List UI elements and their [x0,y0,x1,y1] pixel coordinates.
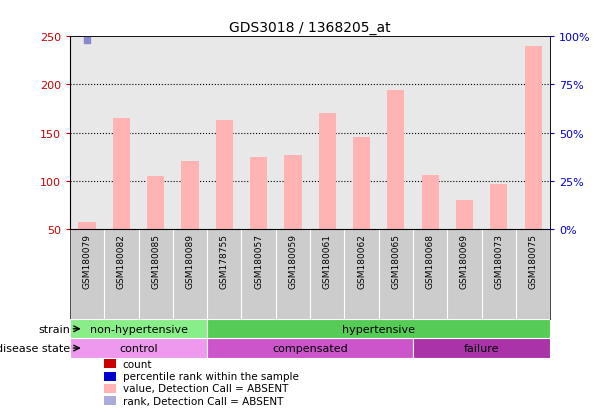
Bar [181,162,199,229]
Point [82,38,92,44]
Bar [103,372,116,381]
Text: GSM180062: GSM180062 [357,234,366,289]
Text: GSM180089: GSM180089 [185,234,195,289]
Bar [525,47,542,229]
Text: GSM180057: GSM180057 [254,234,263,289]
Text: count: count [123,359,152,369]
Bar [387,91,404,229]
Bar [70,319,207,339]
Text: GSM178755: GSM178755 [220,234,229,289]
Bar [78,223,95,229]
Text: GSM180085: GSM180085 [151,234,160,289]
Bar [456,200,473,229]
Point [460,19,469,25]
Text: GSM180061: GSM180061 [323,234,332,289]
Text: control: control [119,343,158,353]
Bar [490,184,507,229]
Text: GSM180069: GSM180069 [460,234,469,289]
Text: GSM180079: GSM180079 [83,234,92,289]
Text: hypertensive: hypertensive [342,324,415,334]
Text: GSM180073: GSM180073 [494,234,503,289]
Bar [285,155,302,229]
Text: disease state: disease state [0,343,70,353]
Bar [353,138,370,229]
Bar [413,339,550,358]
Bar [216,121,233,229]
Bar [207,339,413,358]
Text: GSM180068: GSM180068 [426,234,435,289]
Point [185,0,195,4]
Text: rank, Detection Call = ABSENT: rank, Detection Call = ABSENT [123,396,283,406]
Bar [70,339,207,358]
Text: GSM180082: GSM180082 [117,234,126,289]
Text: GSM180059: GSM180059 [288,234,297,289]
Title: GDS3018 / 1368205_at: GDS3018 / 1368205_at [229,21,391,35]
Text: GSM180065: GSM180065 [392,234,400,289]
Text: percentile rank within the sample: percentile rank within the sample [123,371,299,381]
Bar [113,119,130,229]
Bar [103,396,116,405]
Bar [147,176,164,229]
Bar [207,319,550,339]
Bar [103,359,116,368]
Text: failure: failure [464,343,499,353]
Point [494,9,503,16]
Text: strain: strain [38,324,70,334]
Bar [103,384,116,393]
Bar [319,114,336,229]
Text: value, Detection Call = ABSENT: value, Detection Call = ABSENT [123,383,288,394]
Bar [250,157,267,229]
Bar [421,176,439,229]
Text: compensated: compensated [272,343,348,353]
Text: non-hypertensive: non-hypertensive [89,324,187,334]
Text: GSM180075: GSM180075 [528,234,537,289]
